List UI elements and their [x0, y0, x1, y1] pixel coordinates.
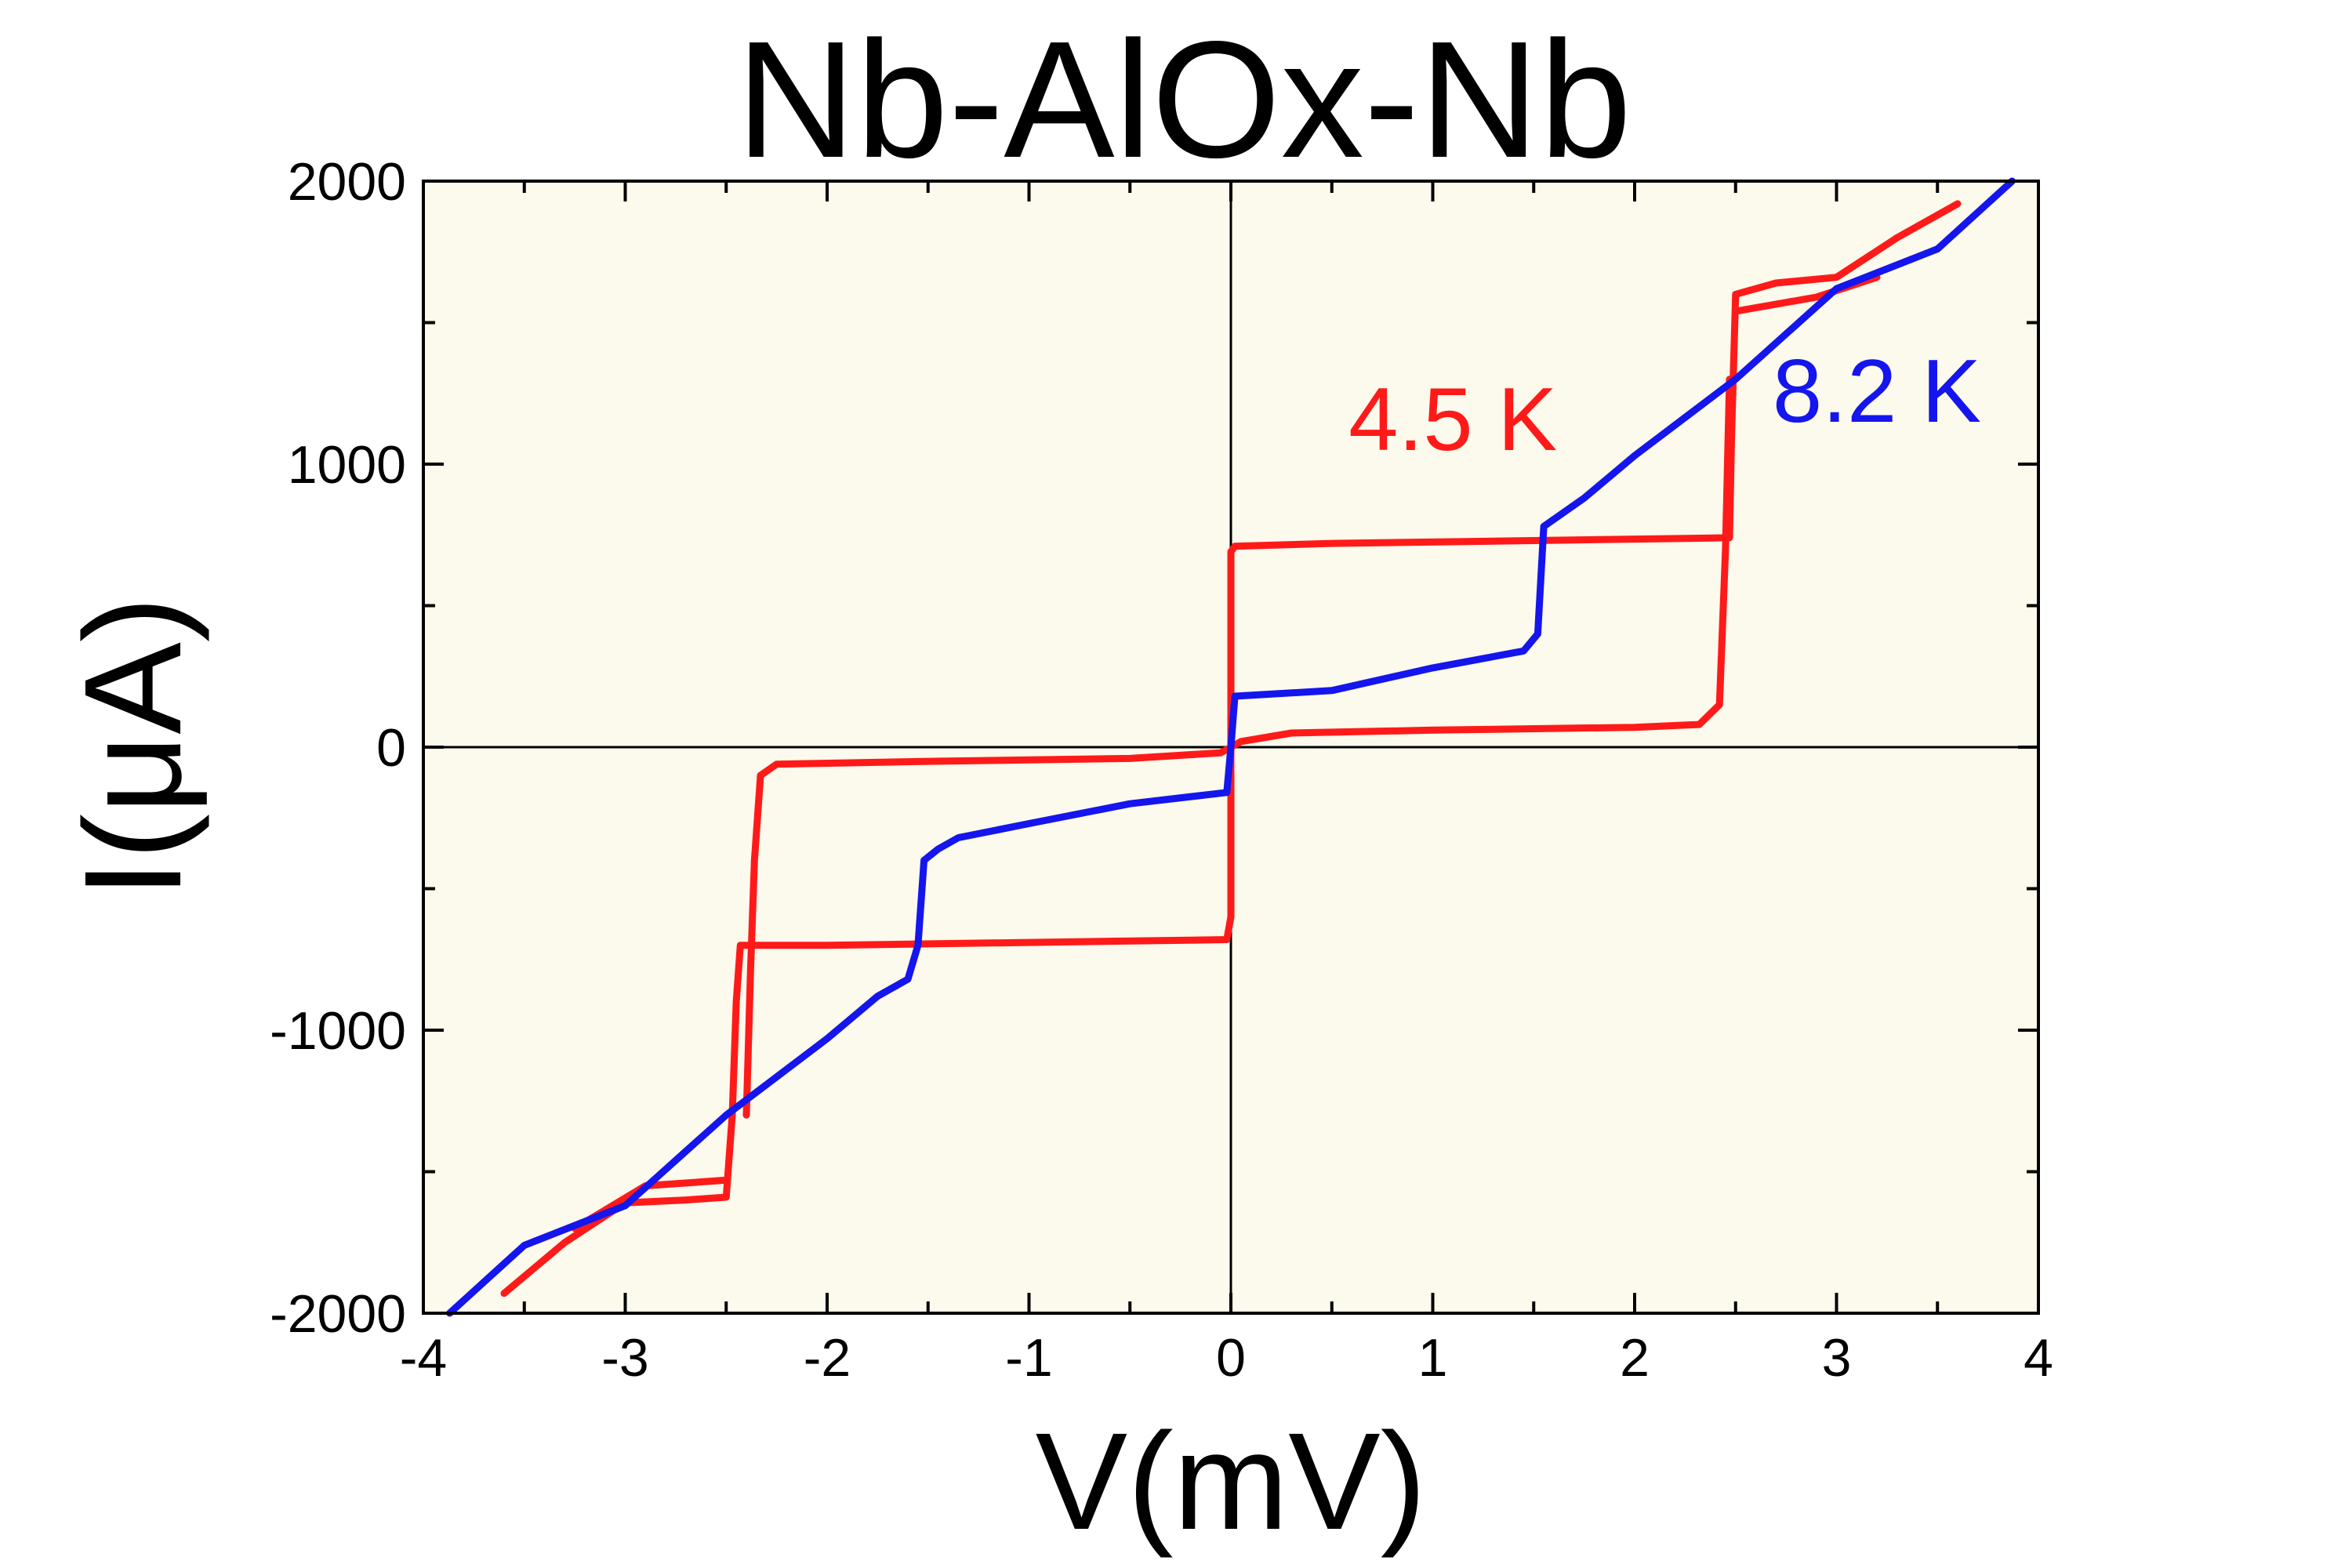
series-line [446, 177, 2016, 1317]
x-tick-label: -2 [804, 1328, 851, 1388]
x-tick-label: 1 [1418, 1328, 1448, 1388]
x-tick-label: -1 [1005, 1328, 1052, 1388]
x-tick-label: 3 [1822, 1328, 1852, 1388]
x-tick-label: -3 [601, 1328, 648, 1388]
series-1 [446, 177, 2016, 1317]
y-axis: -2000 -1000 0 1000 2000 [270, 152, 2038, 1344]
y-tick-label: 2000 [288, 152, 406, 212]
series-label: 4.5 K [1348, 370, 1557, 470]
y-tick-label: -1000 [270, 1001, 406, 1061]
y-tick-label: 1000 [288, 435, 406, 495]
series-layer [446, 177, 2016, 1317]
x-tick-label: 4 [2024, 1328, 2053, 1388]
y-tick-label: 0 [376, 718, 406, 778]
x-tick-label: 0 [1216, 1328, 1246, 1388]
series-labels: 4.5 K 8.2 K [1348, 342, 1981, 470]
x-tick-label: 2 [1620, 1328, 1650, 1388]
x-axis-label: V(mV) [1036, 1405, 1427, 1559]
y-tick-label: -2000 [270, 1284, 406, 1344]
y-axis-label: I(μA) [56, 597, 210, 898]
x-tick-label: -4 [400, 1328, 447, 1388]
chart-title: Nb-AlOx-Nb [736, 6, 1632, 192]
x-axis: -4 -3 -2 -1 0 1 2 3 4 [400, 181, 2053, 1388]
series-label: 8.2 K [1773, 342, 1981, 441]
